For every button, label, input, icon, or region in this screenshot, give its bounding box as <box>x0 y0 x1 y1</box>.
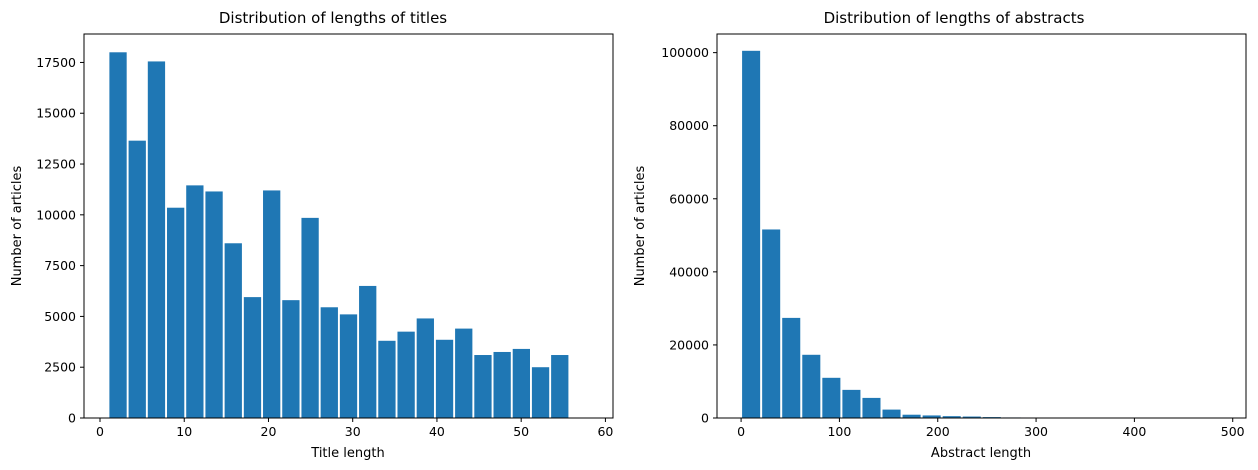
x-tick-label: 200 <box>926 424 950 439</box>
y-tick-label: 20000 <box>669 337 709 352</box>
histogram-bar <box>435 339 454 418</box>
histogram-bar <box>962 416 981 418</box>
histogram-bar <box>742 50 761 419</box>
histogram-bar <box>320 307 338 418</box>
x-axis-ticks: 0 100 200 300 400 500 <box>737 418 1245 439</box>
bar-group <box>742 50 1222 419</box>
x-axis-label: Abstract length <box>931 446 1031 461</box>
histogram-bar <box>902 414 921 418</box>
y-tick-label: 2500 <box>44 360 76 375</box>
y-tick-label: 10000 <box>36 207 76 222</box>
histogram-bar <box>167 207 185 418</box>
y-tick-label: 80000 <box>669 118 709 133</box>
x-tick-label: 60 <box>597 424 613 439</box>
histogram-bar <box>512 348 530 418</box>
y-tick-label: 5000 <box>44 309 76 324</box>
y-axis-label: Number of articles <box>633 165 648 286</box>
histogram-bar <box>359 285 377 418</box>
x-tick-label: 30 <box>345 424 361 439</box>
y-tick-label: 7500 <box>44 258 76 273</box>
y-tick-label: 15000 <box>36 106 76 121</box>
x-axis-label: Title length <box>310 446 384 461</box>
x-tick-label: 50 <box>513 424 529 439</box>
x-tick-label: 300 <box>1024 424 1048 439</box>
chart-title: Distribution of lengths of abstracts <box>824 9 1085 27</box>
y-tick-label: 0 <box>68 411 76 426</box>
y-tick-label: 17500 <box>36 55 76 70</box>
y-axis-ticks: 0 2500 5000 7500 10000 12500 15000 17500 <box>36 55 84 426</box>
x-tick-label: 20 <box>261 424 277 439</box>
histogram-bar <box>378 340 396 418</box>
histogram-bar <box>282 300 300 418</box>
y-tick-label: 40000 <box>669 264 709 279</box>
x-tick-label: 100 <box>827 424 851 439</box>
y-tick-label: 12500 <box>36 157 76 172</box>
y-axis-ticks: 0 20000 40000 60000 80000 100000 <box>661 45 717 426</box>
bar-group <box>109 52 569 419</box>
histogram-bar <box>397 331 415 418</box>
y-axis-label: Number of articles <box>10 165 25 286</box>
histogram-bar <box>416 318 434 418</box>
x-tick-label: 0 <box>737 424 745 439</box>
histogram-bar <box>493 351 511 418</box>
histogram-bar <box>842 389 861 418</box>
histogram-bar <box>455 328 473 418</box>
histogram-bar <box>474 355 492 418</box>
x-axis-ticks: 0 10 20 30 40 50 60 <box>96 418 613 439</box>
histogram-bar <box>802 354 821 418</box>
histogram-bar <box>922 415 941 418</box>
x-tick-label: 10 <box>176 424 192 439</box>
x-tick-label: 500 <box>1221 424 1245 439</box>
histogram-bar <box>109 52 127 418</box>
x-tick-label: 400 <box>1122 424 1146 439</box>
histogram-bar <box>263 190 281 418</box>
y-tick-label: 0 <box>701 411 709 426</box>
histogram-bar <box>128 140 146 419</box>
histogram-bar <box>762 229 781 418</box>
histogram-bar <box>942 416 961 418</box>
titles-length-chart: Distribution of lengths of titles 0 10 20 3… <box>10 9 614 461</box>
histogram-bar <box>339 314 358 418</box>
histogram-bar <box>531 367 550 418</box>
histogram-bar <box>224 243 242 418</box>
plot-frame <box>716 33 1247 419</box>
histogram-bar <box>301 217 319 418</box>
histogram-bar <box>862 397 881 418</box>
chart-title: Distribution of lengths of titles <box>219 9 447 27</box>
histogram-bar <box>551 355 569 418</box>
y-tick-label: 60000 <box>669 191 709 206</box>
histogram-bar <box>147 61 166 419</box>
histogram-bar <box>782 317 801 418</box>
histogram-bar <box>243 297 262 418</box>
histogram-bar <box>186 185 204 418</box>
abstracts-length-chart: Distribution of lengths of abstracts 0 10… <box>633 9 1247 461</box>
plot-frame <box>83 33 614 419</box>
histogram-bar <box>822 377 841 418</box>
x-tick-label: 0 <box>96 424 104 439</box>
y-tick-label: 100000 <box>661 45 709 60</box>
x-tick-label: 40 <box>429 424 445 439</box>
histogram-bar <box>205 191 223 418</box>
histogram-bar <box>882 409 901 418</box>
